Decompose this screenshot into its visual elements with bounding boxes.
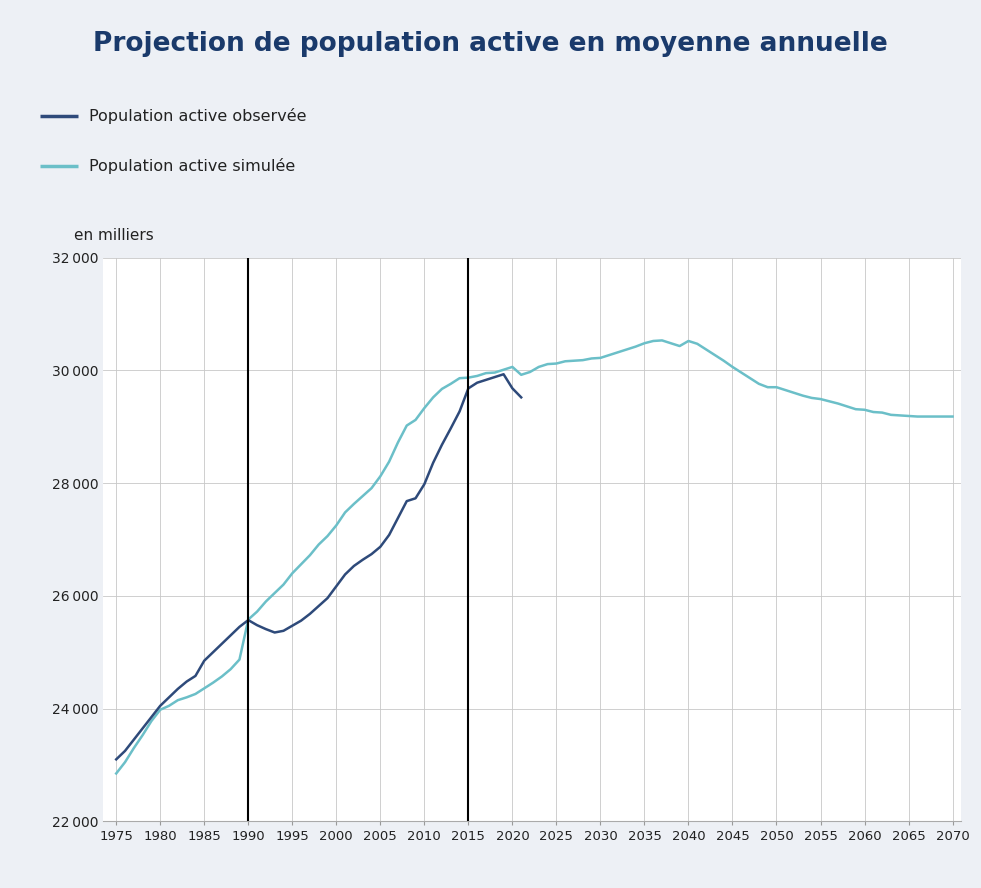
- Text: Population active observée: Population active observée: [89, 107, 306, 124]
- Text: Population active simulée: Population active simulée: [89, 157, 295, 173]
- Text: en milliers: en milliers: [74, 228, 153, 242]
- Text: Projection de population active en moyenne annuelle: Projection de population active en moyen…: [93, 31, 888, 57]
